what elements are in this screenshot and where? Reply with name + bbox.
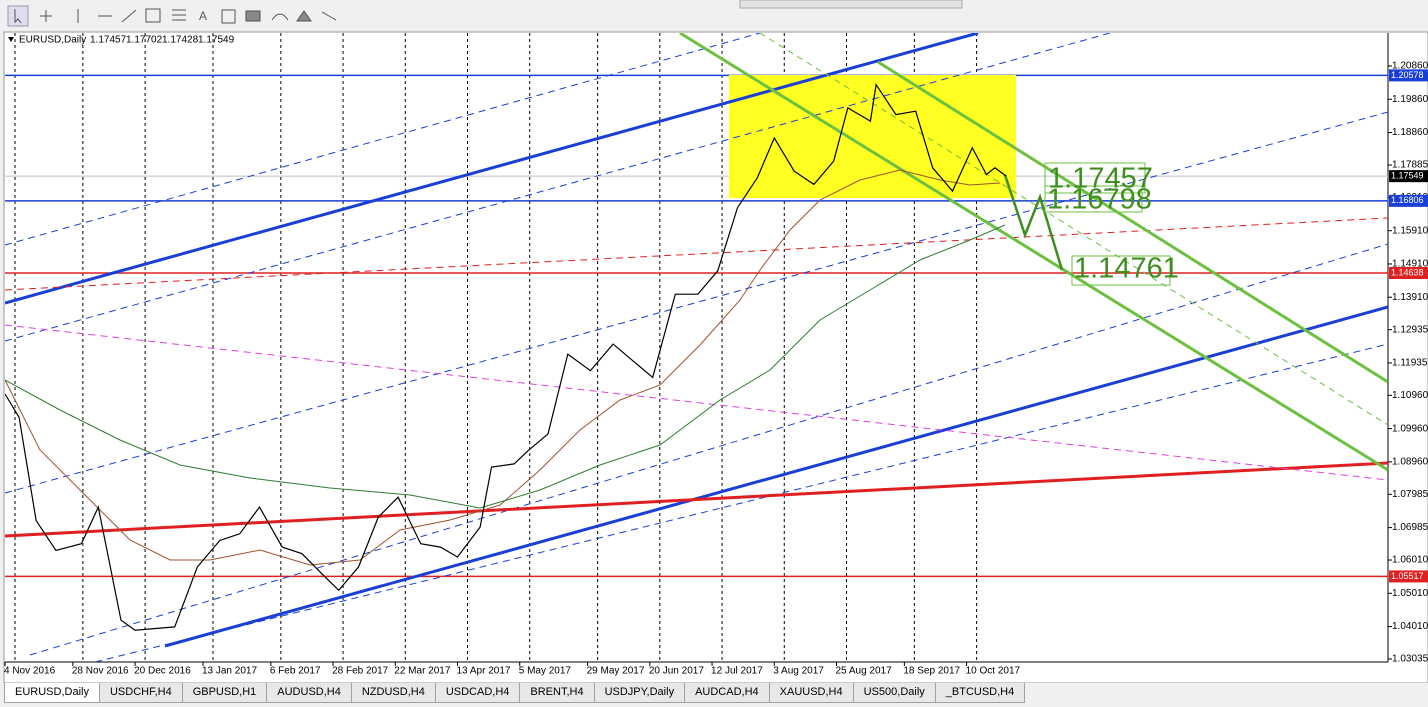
trend-line[interactable]	[5, 324, 1388, 481]
chart-tab[interactable]: AUDCAD,H4	[684, 683, 770, 703]
moving-average	[5, 169, 1001, 566]
x-tick-label: 28 Feb 2017	[332, 666, 389, 677]
channel-line[interactable]	[759, 33, 1388, 426]
chart: A 1.17457 1.16798 1.14761 EURUSD,Daily 1…	[0, 0, 1428, 683]
x-tick-label: 20 Jun 2017	[649, 666, 704, 677]
trend-line[interactable]	[5, 461, 1388, 538]
price-tag	[1389, 170, 1428, 183]
y-tick-label: 1.06985	[1392, 522, 1428, 533]
price-tag-label: 1.17549	[1391, 171, 1424, 181]
x-tick-label: 28 Nov 2016	[72, 666, 129, 677]
chart-tab[interactable]: XAUUSD,H4	[768, 683, 854, 703]
chart-tab[interactable]: BRENT,H4	[519, 683, 595, 703]
channel-line[interactable]	[679, 33, 1388, 472]
price-tag	[1389, 266, 1428, 279]
y-tick-label: 1.06010	[1392, 555, 1428, 566]
price-tag-label: 1.05517	[1391, 571, 1424, 581]
price-tag-label: 1.14638	[1391, 267, 1424, 277]
y-tick-label: 1.05010	[1392, 588, 1428, 599]
chart-tab[interactable]: GBPUSD,H1	[181, 683, 268, 703]
y-tick-label: 1.08960	[1392, 457, 1428, 468]
y-tick-label: 1.04010	[1392, 621, 1428, 632]
chart-area	[3, 31, 1428, 683]
x-tick-label: 6 Feb 2017	[270, 666, 321, 677]
y-tick-label: 1.07985	[1392, 489, 1428, 500]
symbol-label: EURUSD,Daily	[19, 35, 86, 46]
price-tag	[1389, 570, 1428, 583]
x-tick-label: 13 Jan 2017	[202, 666, 257, 677]
y-tick-label: 1.14910	[1392, 259, 1428, 270]
annotation-label: 1.14761	[1074, 253, 1179, 285]
x-tick-label: 4 Nov 2016	[4, 666, 56, 677]
x-tick-label: 25 Aug 2017	[835, 666, 892, 677]
channel-line[interactable]	[877, 60, 1388, 384]
y-tick-label: 1.12935	[1392, 324, 1428, 335]
chart-tab[interactable]: _BTCUSD,H4	[934, 683, 1026, 703]
price-line	[5, 82, 1007, 631]
price-tag	[1389, 194, 1428, 207]
range-box[interactable]	[729, 75, 1016, 198]
annotation-label: 1.16798	[1047, 184, 1152, 216]
toolbar	[0, 0, 1428, 32]
channel-line[interactable]	[29, 243, 1388, 656]
price-tag	[1389, 69, 1428, 82]
y-tick-label: 1.15910	[1392, 225, 1428, 236]
chart-tab[interactable]: USDCHF,H4	[98, 683, 183, 703]
y-tick-label: 1.03035	[1392, 654, 1428, 665]
y-tick-label: 1.17885	[1392, 160, 1428, 171]
moving-average	[5, 224, 1006, 509]
y-tick-label: 1.19860	[1392, 94, 1428, 105]
x-tick-label: 5 May 2017	[519, 666, 572, 677]
channel-line[interactable]	[164, 305, 1388, 648]
svg-text:A: A	[199, 9, 207, 23]
y-tick-label: 1.09960	[1392, 423, 1428, 434]
annotation-label: 1.17457	[1048, 163, 1153, 195]
y-tick-label: 1.20860	[1392, 61, 1428, 72]
y-tick-label: 1.11935	[1392, 358, 1428, 369]
channel-line[interactable]	[5, 33, 761, 246]
drawings	[5, 33, 1388, 662]
y-tick-label: 1.18860	[1392, 127, 1428, 138]
x-tick-label: 18 Sep 2017	[903, 666, 960, 677]
toolbar-icons[interactable]: A	[7, 5, 337, 27]
ohlc-value: 1.17457	[90, 35, 127, 46]
ohlc-value: 1.17702	[126, 35, 163, 46]
annotations	[1044, 162, 1171, 286]
ohlc-value: 1.17428	[162, 35, 199, 46]
symbol-marker	[8, 37, 14, 42]
chart-tab[interactable]: US500,Daily	[852, 683, 936, 703]
x-tick-label: 20 Dec 2016	[134, 666, 191, 677]
chart-tab[interactable]: USDJPY,Daily	[593, 683, 686, 703]
timeframe-bar[interactable]	[739, 0, 963, 9]
channel-line[interactable]	[94, 343, 1388, 662]
chart-tab[interactable]: USDCAD,H4	[434, 683, 521, 703]
price-tag-label: 1.16806	[1391, 195, 1424, 205]
x-tick-label: 3 Aug 2017	[773, 666, 824, 677]
x-tick-label: 29 May 2017	[587, 666, 645, 677]
chart-tab[interactable]: AUDUSD,H4	[266, 683, 352, 703]
trend-line[interactable]	[5, 217, 1388, 291]
channel-line[interactable]	[5, 33, 979, 305]
x-tick-label: 22 Mar 2017	[394, 666, 451, 677]
x-tick-label: 13 Apr 2017	[457, 666, 511, 677]
chart-tab[interactable]: NZDUSD,H4	[350, 683, 436, 703]
chart-tabs: EURUSD,Daily USDCHF,H4 GBPUSD,H1 AUDUSD,H4 N…	[4, 683, 1026, 703]
x-tick-label: 12 Jul 2017	[711, 666, 763, 677]
y-tick-label: 1.13910	[1392, 292, 1428, 303]
chart-tab[interactable]: EURUSD,Daily	[4, 683, 100, 703]
x-tick-label: 10 Oct 2017	[966, 666, 1021, 677]
y-tick-label: 1.10960	[1392, 390, 1428, 401]
forecast-arrow	[1003, 174, 1064, 271]
ohlc-value: 1.17549	[198, 35, 235, 46]
price-tag-label: 1.20578	[1391, 70, 1424, 80]
